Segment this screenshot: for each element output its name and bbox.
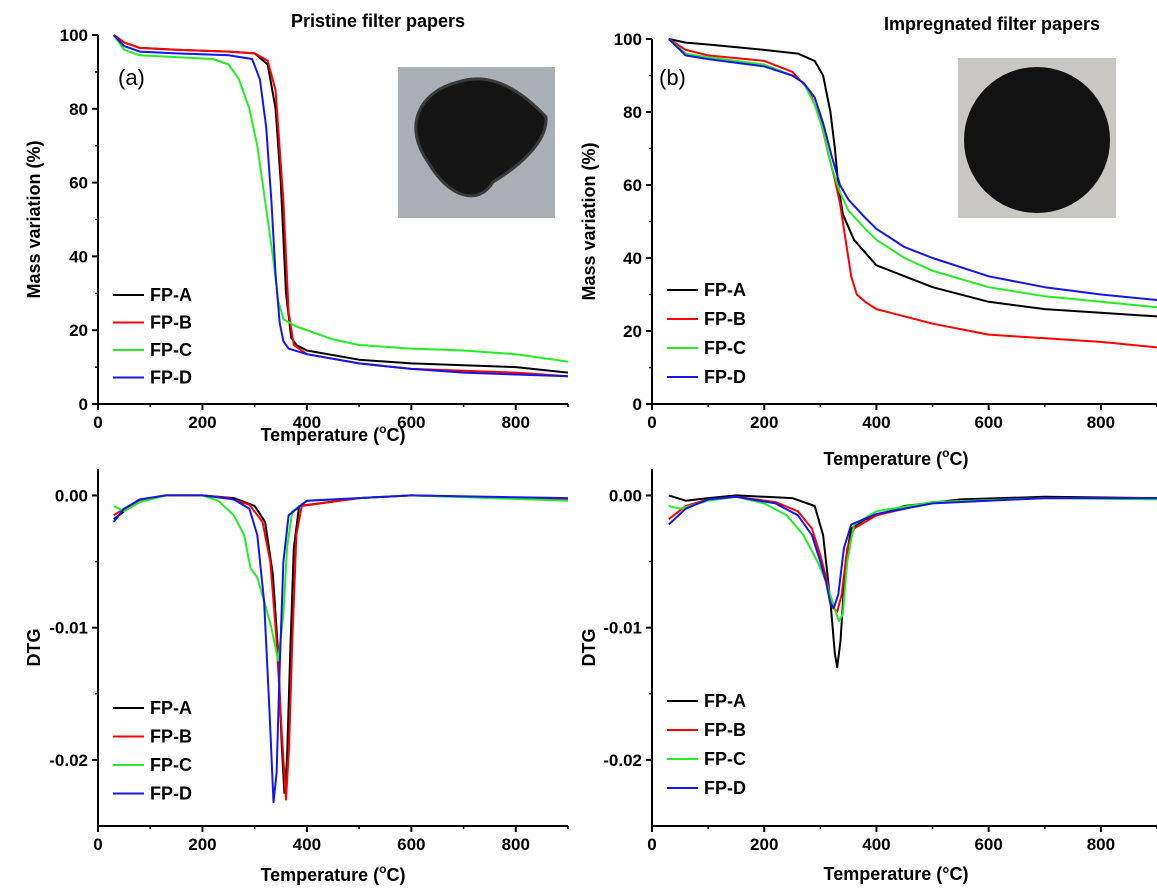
x-tick-label: 800 <box>502 835 530 854</box>
y-tick-label: 40 <box>623 249 642 268</box>
legend-label-fp-c: FP-C <box>150 340 192 360</box>
x-tick-label: 0 <box>647 413 656 432</box>
x-axis-title: Temperature (oC) <box>260 422 405 445</box>
y-tick-label: 60 <box>623 176 642 195</box>
x-tick-label: 400 <box>293 413 321 432</box>
y-tick-label: 0.00 <box>55 486 88 505</box>
legend-label-fp-c: FP-C <box>704 338 746 358</box>
chart-panel-4: 0 200 400 600 800 -0.02 -0.01 0.00 Temperature (… <box>579 469 1157 884</box>
series-line-fp-d <box>668 495 1157 609</box>
chart-panel-1: 0 200 400 600 800 0 20 40 60 80 100 Temperature (oC… <box>24 11 569 445</box>
series-line-fp-d <box>112 494 568 804</box>
x-tick-label: 800 <box>1087 835 1115 854</box>
legend-label-fp-a: FP-A <box>704 280 746 300</box>
series-line-fp-d <box>112 34 568 378</box>
legend-label-fp-b: FP-B <box>150 727 192 747</box>
y-tick-label: 20 <box>623 322 642 341</box>
x-tick-label: 800 <box>502 413 530 432</box>
legend-label-fp-d: FP-D <box>704 367 746 387</box>
legend-label-fp-a: FP-A <box>704 691 746 711</box>
y-tick-label: -0.01 <box>49 619 88 638</box>
series-line-fp-a <box>668 494 1157 669</box>
x-tick-label: 200 <box>750 413 778 432</box>
legend-label-fp-c: FP-C <box>150 755 192 775</box>
x-tick-label: 0 <box>647 835 656 854</box>
y-tick-label: -0.02 <box>603 751 642 770</box>
y-tick-label: 0.00 <box>609 486 642 505</box>
x-tick-label: 200 <box>188 835 216 854</box>
y-tick-label: 0 <box>633 395 642 414</box>
x-tick-label: 0 <box>93 835 102 854</box>
x-tick-label: 600 <box>397 413 425 432</box>
panel-label: (b) <box>659 65 686 90</box>
x-tick-label: 200 <box>750 835 778 854</box>
chart-panel-2: 0 200 400 600 800 0 20 40 60 80 100 Temperature (oC… <box>579 14 1157 469</box>
inset-photo-powder <box>398 67 555 218</box>
y-axis-title: Mass variation (%) <box>579 142 599 300</box>
y-axis-title: Mass variation (%) <box>24 140 44 298</box>
x-tick-label: 600 <box>974 835 1002 854</box>
panel-title: Pristine filter papers <box>291 11 465 31</box>
y-tick-label: 20 <box>69 321 88 340</box>
chart-panel-3: 0 200 400 600 800 -0.02 -0.01 0.00 Temperature (… <box>24 469 569 885</box>
series-line-fp-b <box>668 38 1157 349</box>
legend-label-fp-c: FP-C <box>704 749 746 769</box>
x-tick-label: 400 <box>862 413 890 432</box>
x-tick-label: 400 <box>862 835 890 854</box>
x-axis-title: Temperature (°C) <box>824 864 969 884</box>
series-line-fp-c <box>668 495 1157 623</box>
x-tick-label: 0 <box>93 413 102 432</box>
x-tick-label: 600 <box>974 413 1002 432</box>
y-tick-label: 100 <box>60 26 88 45</box>
legend-label-fp-b: FP-B <box>704 720 746 740</box>
series-line-fp-c <box>668 38 1157 309</box>
series-line-fp-d <box>668 38 1157 301</box>
x-tick-label: 400 <box>293 835 321 854</box>
y-tick-label: 60 <box>69 174 88 193</box>
x-axis-title: Temperature (oC) <box>823 446 968 469</box>
series-line-fp-a <box>668 38 1157 318</box>
legend-label-fp-b: FP-B <box>150 313 192 333</box>
y-tick-label: 80 <box>623 103 642 122</box>
y-tick-label: 0 <box>79 395 88 414</box>
y-tick-label: 80 <box>69 100 88 119</box>
series-line-fp-b <box>668 495 1157 613</box>
legend-label-fp-d: FP-D <box>704 778 746 798</box>
x-tick-label: 200 <box>188 413 216 432</box>
y-tick-label: 40 <box>69 247 88 266</box>
y-axis-title: DTG <box>24 629 44 667</box>
legend-label-fp-a: FP-A <box>150 285 192 305</box>
x-tick-label: 800 <box>1087 413 1115 432</box>
legend-label-fp-a: FP-A <box>150 698 192 718</box>
panel-title: Impregnated filter papers <box>884 14 1100 34</box>
panel-label: (a) <box>118 65 145 90</box>
y-tick-label: -0.02 <box>49 751 88 770</box>
series-line-fp-c <box>113 494 568 662</box>
y-tick-label: 100 <box>614 30 642 49</box>
series-line-fp-c <box>112 34 568 363</box>
legend-label-fp-d: FP-D <box>150 784 192 804</box>
legend-label-fp-d: FP-D <box>150 368 192 388</box>
y-tick-label: -0.01 <box>603 619 642 638</box>
x-tick-label: 600 <box>397 835 425 854</box>
series-line-fp-b <box>113 494 568 801</box>
series-line-fp-a <box>113 494 568 794</box>
legend-label-fp-b: FP-B <box>704 309 746 329</box>
inset-photo-disc <box>958 58 1116 218</box>
x-axis-title: Temperature (oC) <box>260 862 405 885</box>
y-axis-title: DTG <box>579 629 599 667</box>
